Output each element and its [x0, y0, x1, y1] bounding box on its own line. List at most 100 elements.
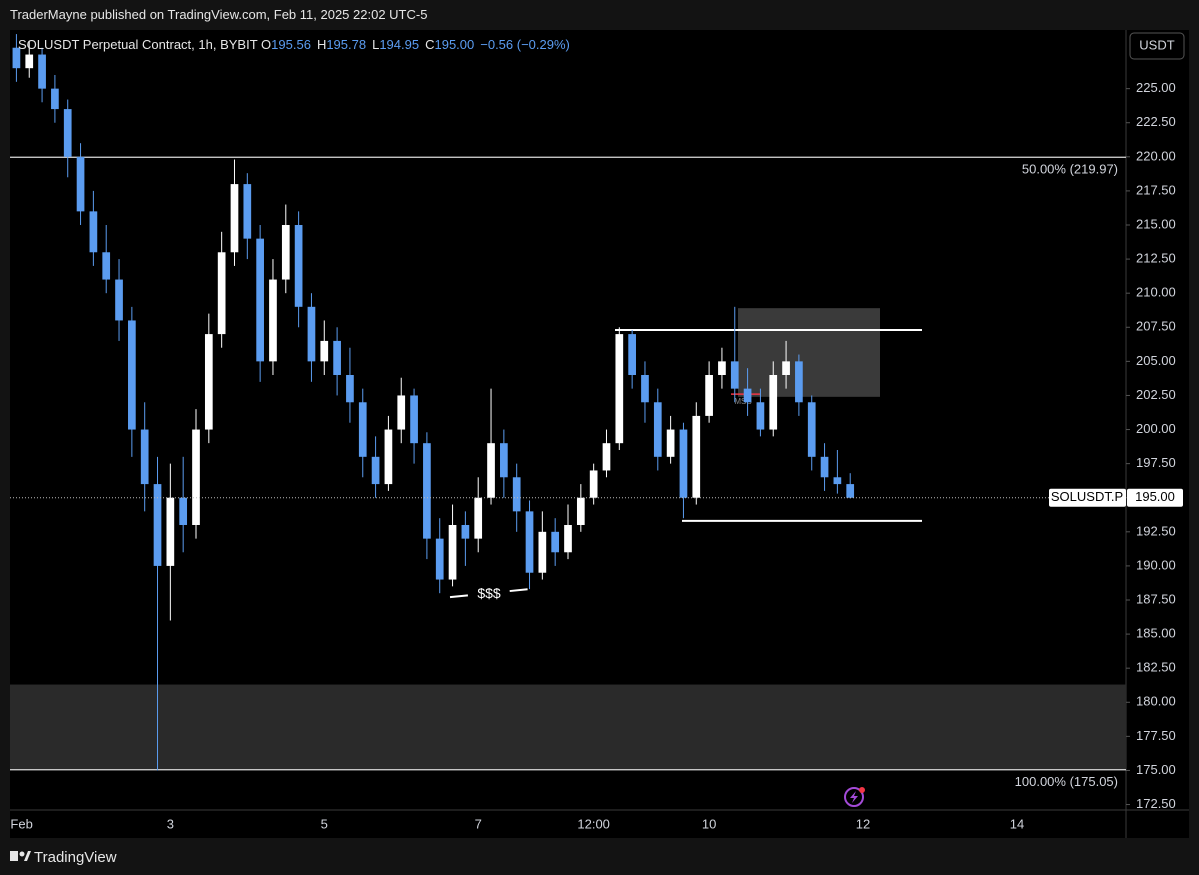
candle-body — [89, 211, 98, 253]
y-tick-label: 180.00 — [1136, 694, 1176, 709]
x-tick-label: 14 — [1010, 816, 1024, 831]
candle-body — [448, 525, 457, 580]
candle-body — [474, 497, 483, 539]
candle-body — [807, 402, 816, 457]
mss-label: MSS — [734, 397, 751, 406]
y-tick-label: 217.50 — [1136, 182, 1176, 197]
candle-body — [589, 470, 598, 498]
candle-body — [153, 484, 162, 566]
candle-body — [846, 484, 855, 498]
ohlc-value: 195.78 — [326, 37, 367, 52]
candle-body — [435, 538, 444, 580]
y-tick-label: 207.50 — [1136, 319, 1176, 334]
y-tick-label: 202.50 — [1136, 387, 1176, 402]
y-tick-label: 212.50 — [1136, 251, 1176, 266]
candle-body — [102, 252, 111, 280]
candle-body — [743, 388, 752, 403]
candle-body — [204, 334, 213, 430]
candle-body — [730, 361, 739, 389]
header: TraderMayne published on TradingView.com… — [10, 7, 428, 22]
candle-body — [756, 402, 765, 430]
candle-body — [718, 361, 726, 375]
zone — [738, 308, 880, 397]
y-tick-label: 182.50 — [1136, 660, 1176, 675]
zone — [10, 684, 1126, 770]
candle-body — [192, 429, 200, 525]
liquidity-label: $$$ — [477, 585, 501, 601]
y-tick-label: 185.00 — [1136, 626, 1176, 641]
footer: TradingView — [34, 849, 117, 866]
candle-body — [230, 184, 239, 253]
candle-body — [76, 156, 85, 212]
fib-label: 100.00% (175.05) — [1015, 774, 1118, 789]
candle-body — [512, 477, 521, 512]
y-tick-label: 190.00 — [1136, 557, 1176, 572]
candle-body — [179, 497, 188, 525]
candle-body — [538, 531, 547, 573]
candle-body — [615, 334, 624, 444]
candle-body — [820, 456, 829, 478]
alert-icon[interactable] — [844, 787, 865, 807]
plot-layer: 50.00% (219.97) 100.00% (175.05) $$$ MSS — [10, 34, 1126, 789]
candle-body — [25, 54, 34, 69]
currency-button[interactable] — [1129, 32, 1185, 60]
candle-body — [166, 497, 175, 566]
candle-body — [269, 279, 277, 362]
price-axis-background — [1126, 30, 1189, 838]
candle-body — [692, 415, 701, 498]
y-tick-label: 225.00 — [1136, 80, 1176, 95]
y-tick-label: 187.50 — [1136, 591, 1176, 606]
x-tick-label: 12 — [856, 816, 870, 831]
candle-body — [38, 54, 46, 89]
candle-body — [115, 279, 123, 321]
candle-body — [782, 361, 790, 375]
candle-body — [256, 238, 264, 362]
y-tick-label: 220.00 — [1136, 148, 1176, 163]
candle-body — [487, 443, 495, 498]
candle-body — [307, 306, 316, 362]
symbol-tag — [1049, 488, 1126, 507]
x-tick-label: 7 — [475, 816, 482, 831]
candle-body — [500, 443, 508, 478]
candle-body — [346, 375, 354, 403]
y-tick-label: 177.50 — [1136, 728, 1176, 743]
candle-body — [576, 497, 585, 525]
candle-body — [705, 375, 713, 416]
ohlc-value: 195.56 — [271, 37, 311, 52]
candle-body — [140, 429, 149, 485]
candle-body — [525, 511, 534, 573]
candle-body — [384, 429, 393, 485]
candle-body — [641, 375, 649, 403]
candle-body — [769, 375, 778, 430]
candle-body — [795, 361, 803, 403]
x-tick-label: 10 — [702, 816, 716, 831]
y-tick-label: 172.50 — [1136, 796, 1176, 811]
candle-body — [551, 531, 560, 553]
x-tick-label: 5 — [321, 816, 328, 831]
x-tick-label: 3 — [167, 816, 174, 831]
candle-body — [12, 47, 21, 69]
candle-body — [243, 184, 252, 239]
candle-body — [397, 395, 406, 430]
tv-logo — [10, 851, 31, 861]
candle-body — [423, 443, 431, 539]
ohlc-value: 195.00 — [434, 37, 475, 52]
x-tick-label: 12:00 — [577, 816, 610, 831]
candle-body — [410, 395, 418, 444]
price-tag — [1127, 488, 1183, 507]
y-tick-label: 197.50 — [1136, 455, 1176, 470]
candle-body — [51, 88, 59, 110]
change: −0.56 (−0.29%) — [480, 37, 570, 52]
candle-body — [564, 525, 572, 553]
fib-label: 50.00% (219.97) — [1022, 162, 1118, 177]
candle-body — [320, 340, 329, 362]
y-tick-label: 205.00 — [1136, 353, 1176, 368]
currency[interactable]: USDT — [1139, 37, 1174, 52]
candle-body — [217, 252, 226, 335]
candle-body — [666, 429, 675, 457]
y-tick-label: 210.00 — [1136, 285, 1176, 300]
ohlc-key: L — [372, 37, 380, 52]
candle-body — [371, 456, 380, 485]
legend: SOLUSDT Perpetual Contract, 1h, BYBIT O1… — [18, 37, 576, 52]
